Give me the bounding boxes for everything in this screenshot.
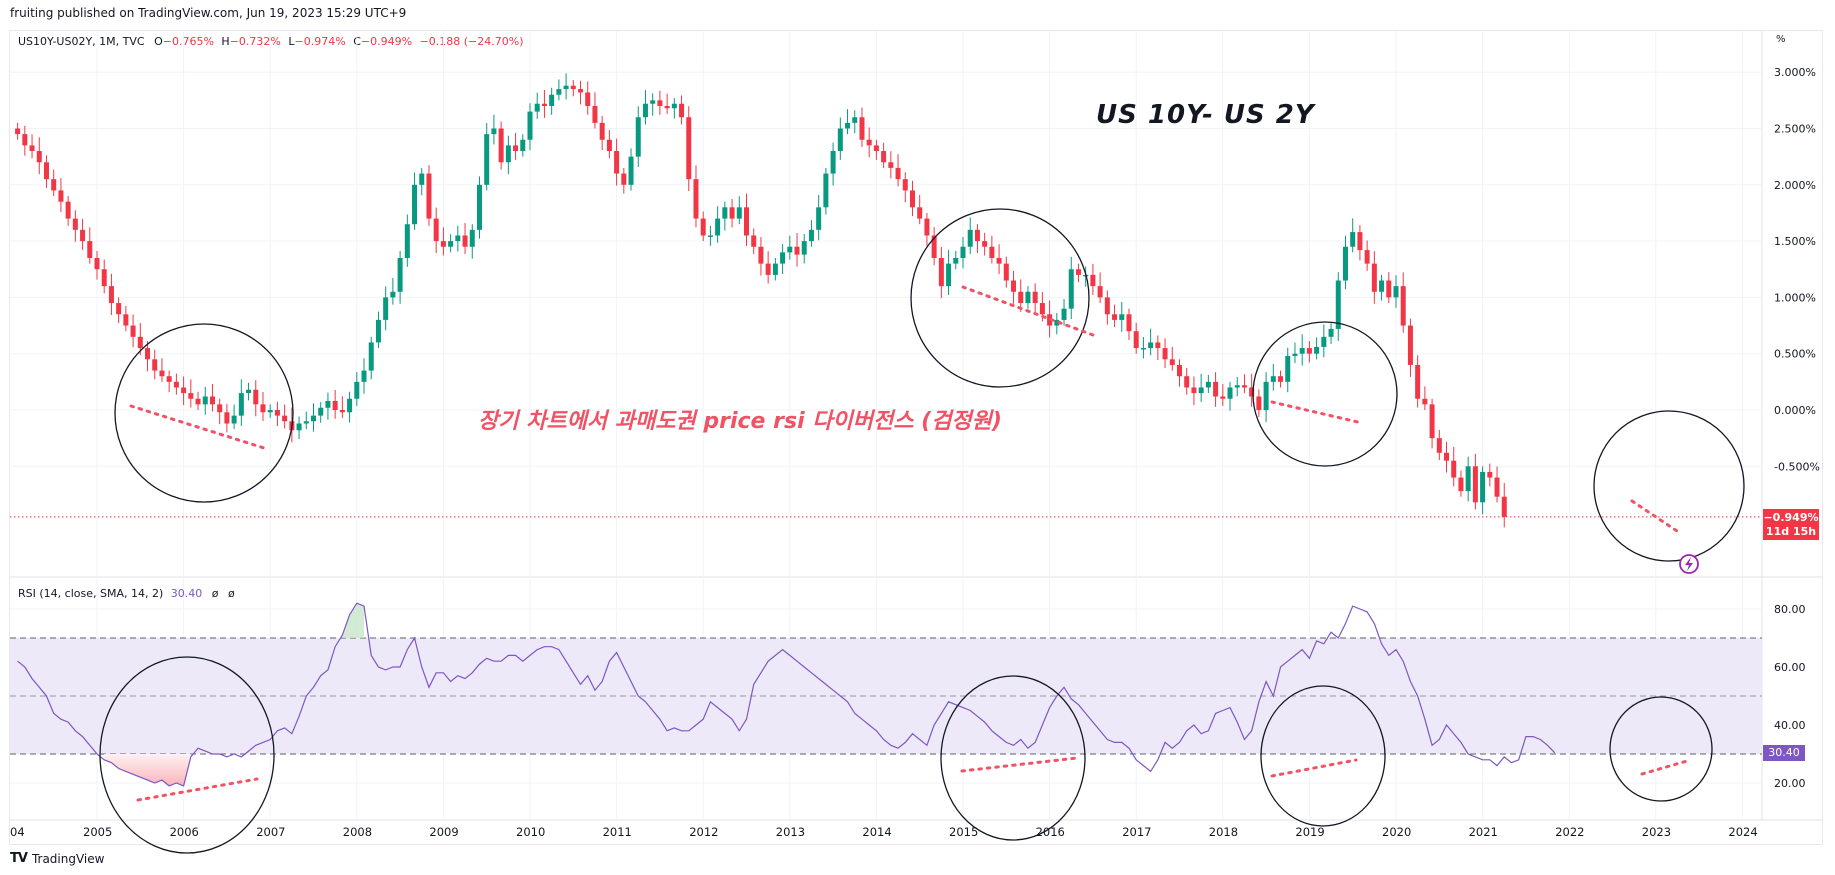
chart-frame: [9, 30, 1823, 845]
svg-text:2008: 2008: [343, 825, 372, 839]
svg-text:04: 04: [10, 825, 25, 839]
svg-text:2012: 2012: [689, 825, 718, 839]
svg-text:2010: 2010: [516, 825, 545, 839]
svg-text:2018: 2018: [1209, 825, 1238, 839]
svg-text:2015: 2015: [949, 825, 978, 839]
current-price-tag: −0.949% 11d 15h: [1763, 509, 1819, 540]
svg-text:80.00: 80.00: [1774, 603, 1806, 616]
low-label: L: [288, 35, 295, 48]
svg-text:2013: 2013: [776, 825, 805, 839]
svg-text:2.000%: 2.000%: [1774, 179, 1816, 192]
svg-text:2007: 2007: [256, 825, 285, 839]
tradingview-logo-icon: TV: [10, 851, 28, 866]
svg-text:-0.500%: -0.500%: [1774, 460, 1820, 473]
svg-text:20.00: 20.00: [1774, 777, 1806, 790]
svg-text:2023: 2023: [1642, 825, 1671, 839]
svg-text:2022: 2022: [1555, 825, 1584, 839]
svg-text:2017: 2017: [1122, 825, 1151, 839]
svg-text:2019: 2019: [1295, 825, 1324, 839]
svg-text:2021: 2021: [1469, 825, 1498, 839]
drawings[interactable]: [99, 208, 1745, 854]
close-value: −0.949%: [360, 35, 413, 48]
svg-text:2006: 2006: [170, 825, 199, 839]
svg-text:0.500%: 0.500%: [1774, 348, 1816, 361]
svg-text:2016: 2016: [1036, 825, 1065, 839]
svg-text:2014: 2014: [862, 825, 891, 839]
svg-text:1.500%: 1.500%: [1774, 235, 1816, 248]
symbol-name[interactable]: US10Y-US02Y, 1M, TVC: [18, 35, 145, 48]
grid-lines: [10, 31, 1823, 821]
rsi-label[interactable]: RSI (14, close, SMA, 14, 2): [18, 587, 164, 600]
svg-text:3.000%: 3.000%: [1774, 66, 1816, 79]
price-candles: [10, 73, 1762, 528]
svg-text:2005: 2005: [83, 825, 112, 839]
rsi-na-1: ø: [211, 587, 219, 600]
rsi-legend[interactable]: RSI (14, close, SMA, 14, 2) 30.40 ø ø: [18, 587, 235, 600]
high-label: H: [221, 35, 230, 48]
svg-text:2024: 2024: [1728, 825, 1757, 839]
rsi-current-tag: 30.40: [1763, 745, 1805, 761]
divergence-note-annotation[interactable]: 장기 차트에서 과매도권 price rsi 다이버전스 (검정원): [478, 409, 1002, 434]
lightning-icon[interactable]: [1679, 554, 1699, 574]
open-value: −0.765%: [162, 35, 214, 48]
high-value: −0.732%: [229, 35, 281, 48]
chart-title-annotation[interactable]: US 10Y- US 2Y: [1096, 100, 1315, 130]
svg-text:2009: 2009: [429, 825, 458, 839]
svg-text:0.000%: 0.000%: [1774, 404, 1816, 417]
svg-text:2011: 2011: [603, 825, 632, 839]
publish-info: fruiting published on TradingView.com, J…: [10, 6, 407, 20]
rsi-line: [17, 602, 1556, 787]
rsi-value: 30.40: [170, 587, 203, 600]
change-value: −0.188 (−24.70%): [419, 35, 524, 48]
current-price: −0.949%: [1763, 511, 1819, 524]
svg-text:2.500%: 2.500%: [1774, 123, 1816, 136]
axes: 3.000% 2.500% 2.000% 1.500% 1.000% 0.500% 0.00…: [10, 66, 1820, 839]
svg-text:40.00: 40.00: [1774, 719, 1806, 732]
open-label: O: [154, 35, 163, 48]
symbol-legend[interactable]: US10Y-US02Y, 1M, TVC O−0.765% H−0.732% L…: [18, 35, 524, 48]
footer: TV TradingView: [10, 851, 104, 866]
svg-text:2020: 2020: [1382, 825, 1411, 839]
svg-text:60.00: 60.00: [1774, 661, 1806, 674]
brand-name: TradingView: [31, 851, 105, 866]
price-unit: %: [1776, 34, 1786, 45]
svg-text:1.000%: 1.000%: [1774, 291, 1816, 304]
rsi-band: [10, 637, 1762, 755]
bar-countdown: 11d 15h: [1765, 525, 1817, 538]
low-value: −0.974%: [294, 35, 346, 48]
rsi-na-2: ø: [227, 587, 235, 600]
